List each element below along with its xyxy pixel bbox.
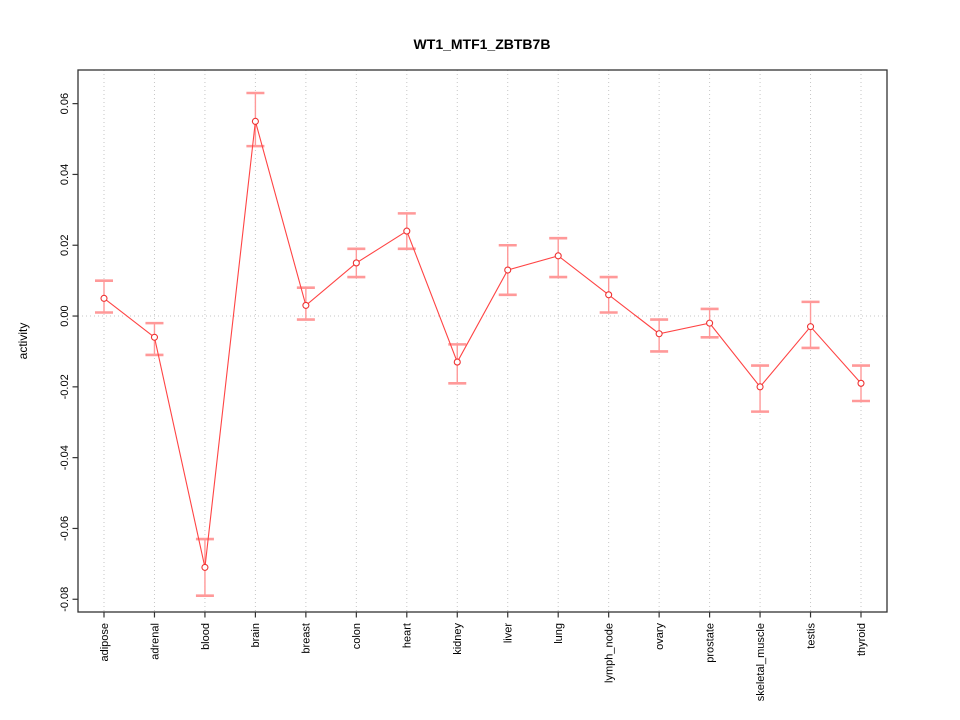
x-tick-label-ovary: ovary — [654, 623, 666, 650]
x-tick-label-thyroid: thyroid — [856, 623, 868, 656]
chart-title: WT1_MTF1_ZBTB7B — [414, 36, 551, 52]
data-points — [100, 117, 865, 571]
data-point-lung — [554, 252, 562, 260]
data-point-liver — [504, 266, 512, 274]
y-axis: 0.06 0.04 0.02 0.00 -0.02 -0.04 -0.06 -0.08 — [59, 93, 78, 612]
data-point-adipose — [100, 294, 108, 302]
y-tick-label: -0.02 — [59, 374, 71, 399]
data-point-thyroid — [857, 379, 865, 387]
y-tick-label: 0.02 — [59, 235, 71, 256]
x-tick-label-colon: colon — [351, 623, 363, 649]
y-tick-label: 0.06 — [59, 93, 71, 114]
x-tick-label-blood: blood — [200, 623, 212, 650]
data-point-adrenal — [150, 333, 159, 341]
data-point-heart — [403, 227, 411, 235]
y-tick-label: -0.06 — [59, 516, 71, 541]
x-tick-label-lymph_node: lymph_node — [604, 623, 616, 683]
data-point-ovary — [655, 330, 663, 338]
x-tick-label-lung: lung — [553, 623, 565, 644]
data-point-breast — [302, 301, 310, 309]
data-point-kidney — [453, 358, 461, 366]
x-tick-label-brain: brain — [250, 623, 262, 647]
y-axis-label: activity — [16, 323, 30, 360]
y-tick-label: -0.08 — [59, 587, 71, 612]
series-line — [103, 121, 862, 568]
x-tick-label-breast: breast — [301, 623, 313, 654]
data-point-lymph_node — [605, 291, 613, 299]
error-bars — [95, 91, 870, 598]
y-tick-label: -0.04 — [59, 445, 71, 470]
x-tick-label-kidney: kidney — [452, 623, 464, 655]
x-tick-label-adrenal: adrenal — [149, 623, 161, 660]
x-tick-label-liver: liver — [503, 623, 515, 644]
data-point-blood — [201, 563, 209, 571]
data-point-colon — [352, 259, 360, 267]
y-tick-label: 0.04 — [59, 164, 71, 185]
x-axis: adipose adrenal blood brain breast colon heart… — [99, 612, 868, 701]
plot-area: adipose adrenal blood brain breast colon heart… — [59, 69, 888, 701]
plot-frame — [77, 69, 888, 613]
data-point-testis — [806, 323, 815, 331]
data-point-brain — [251, 117, 259, 125]
x-tick-label-heart: heart — [402, 623, 414, 648]
x-tick-label-testis: testis — [805, 623, 817, 649]
gridlines — [78, 70, 887, 612]
y-tick-label: 0.00 — [59, 305, 71, 326]
x-tick-label-skeletal_muscle: skeletal_muscle — [755, 623, 767, 701]
data-point-skeletal_muscle — [756, 383, 764, 391]
x-tick-label-prostate: prostate — [704, 623, 716, 663]
x-tick-label-adipose: adipose — [99, 623, 111, 662]
data-point-prostate — [706, 319, 714, 327]
